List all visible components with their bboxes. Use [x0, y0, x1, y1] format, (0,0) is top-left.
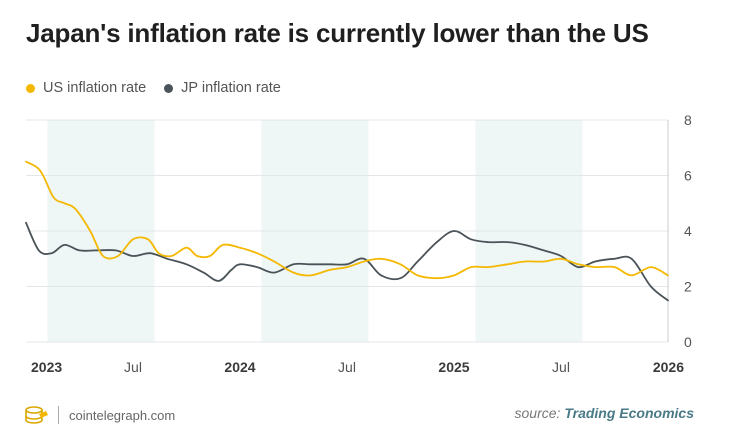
source-name: Trading Economics: [564, 405, 694, 421]
chart-title: Japan's inflation rate is currently lowe…: [26, 18, 649, 48]
y-tick-label-8: 8: [684, 112, 692, 128]
y-tick-label-6: 6: [684, 168, 692, 184]
x-tick-label-6: 2026: [653, 359, 684, 375]
legend: US inflation rate JP inflation rate: [26, 80, 299, 96]
source-credit: source: Trading Economics: [515, 405, 694, 421]
x-tick-label-4: 2025: [438, 359, 469, 375]
legend-label-jp: JP inflation rate: [181, 80, 281, 96]
us-legend-marker: [26, 83, 35, 93]
legend-item-jp: JP inflation rate: [164, 80, 281, 96]
x-tick-label-1: Jul: [124, 359, 142, 375]
jp-legend-marker: [164, 83, 174, 93]
x-tick-label-0: 2023: [31, 359, 62, 375]
us-inflation-line: [25, 160, 669, 280]
x-tick-label-3: Jul: [338, 359, 356, 375]
jp-inflation-line: [25, 221, 669, 302]
legend-label-us: US inflation rate: [43, 80, 147, 96]
x-tick-label-5: Jul: [552, 359, 570, 375]
legend-item-us: US inflation rate: [26, 80, 146, 96]
y-tick-label-0: 0: [684, 334, 692, 350]
source-prefix: source:: [514, 405, 561, 421]
footer-brand: cointelegraph.com: [24, 404, 175, 426]
y-tick-label-4: 4: [684, 223, 692, 239]
footer-divider: [58, 406, 59, 424]
brand-link[interactable]: cointelegraph.com: [69, 407, 176, 423]
cointelegraph-logo-icon: [25, 406, 48, 424]
x-tick-label-2: 2024: [224, 359, 255, 375]
y-tick-label-2: 2: [684, 279, 692, 295]
